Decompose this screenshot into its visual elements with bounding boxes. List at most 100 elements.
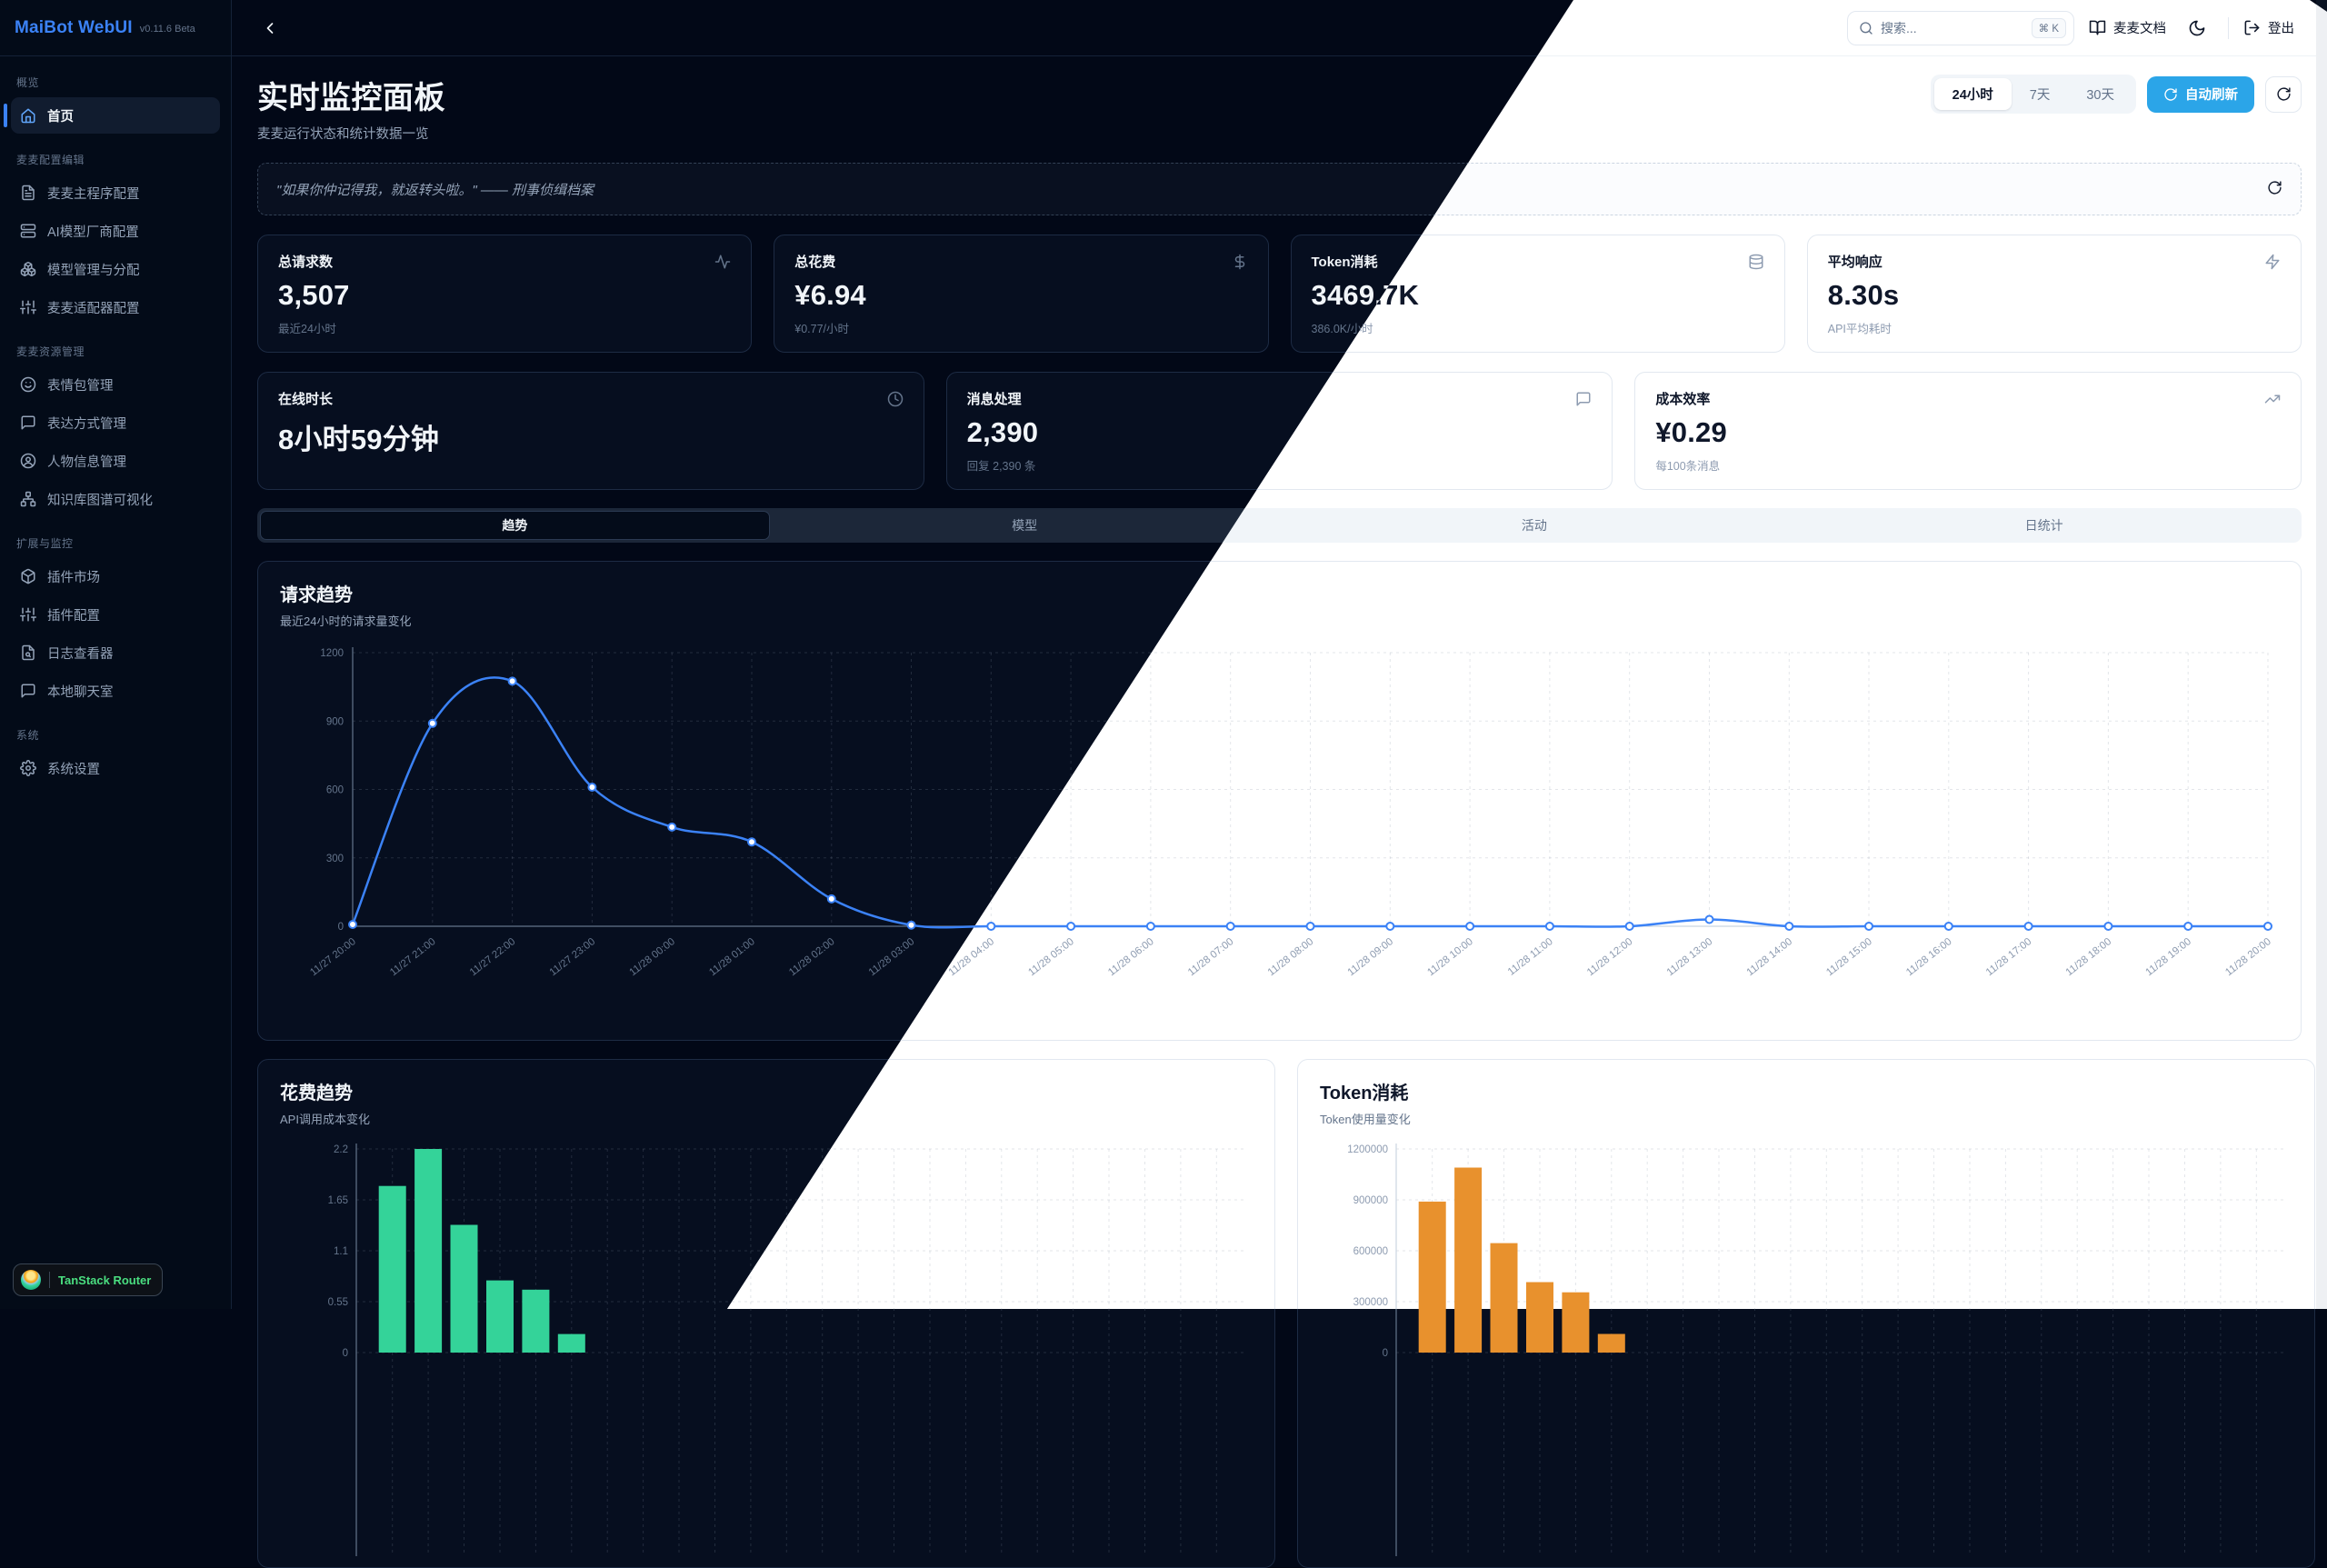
- stat-label: 总请求数: [278, 252, 333, 271]
- scrollbar[interactable]: [2316, 0, 2327, 1309]
- search-shortcut: ⌘ K: [2032, 18, 2066, 38]
- sidebar-item-adapter-config[interactable]: 麦麦适配器配置: [11, 289, 220, 325]
- svg-text:0.55: 0.55: [328, 1297, 348, 1308]
- stat-label: Token消耗: [1312, 252, 1378, 271]
- nav-section-label: 麦麦配置编辑: [11, 146, 220, 175]
- message-square-icon: [1575, 391, 1592, 407]
- tab-models[interactable]: 模型: [770, 511, 1280, 540]
- stat-value: ¥0.29: [1655, 416, 2281, 449]
- clock-icon: [887, 391, 904, 407]
- logout-label: 登出: [2268, 18, 2294, 37]
- chevron-left-icon: [261, 19, 279, 37]
- app-brand: MaiBot WebUI: [15, 18, 133, 38]
- server-icon: [20, 223, 36, 239]
- nav-section-label: 扩展与监控: [11, 530, 220, 558]
- sidebar-item-label: 表情包管理: [47, 375, 114, 394]
- sidebar-item-home[interactable]: 首页: [11, 97, 220, 134]
- time-range-30d[interactable]: 30天: [2068, 78, 2132, 110]
- logout-button[interactable]: 登出: [2243, 18, 2294, 37]
- header-divider: [2228, 17, 2229, 39]
- stat-value: 8.30s: [1828, 279, 2281, 312]
- quote-refresh-button[interactable]: [2267, 180, 2282, 198]
- svg-text:11/28 06:00: 11/28 06:00: [1106, 936, 1156, 978]
- stat-sub: API平均耗时: [1828, 319, 2281, 336]
- search-icon: [1859, 21, 1873, 35]
- svg-text:11/28 07:00: 11/28 07:00: [1186, 936, 1236, 978]
- svg-text:11/28 14:00: 11/28 14:00: [1745, 936, 1795, 978]
- sidebar-item-label: 麦麦主程序配置: [47, 184, 140, 203]
- sidebar-item-local-chat[interactable]: 本地聊天室: [11, 673, 220, 709]
- nav-section: 麦麦配置编辑麦麦主程序配置 AI模型厂商配置模型管理与分配麦麦适配器配置: [11, 146, 220, 325]
- database-icon: [1748, 254, 1764, 270]
- moon-icon: [2188, 19, 2206, 37]
- file-search-icon: [20, 644, 36, 661]
- sidebar-item-persona-management[interactable]: 人物信息管理: [11, 443, 220, 479]
- nav-section: 扩展与监控插件市场插件配置日志查看器本地聊天室: [11, 530, 220, 709]
- sidebar-item-plugin-config[interactable]: 插件配置: [11, 596, 220, 633]
- log-out-icon: [2243, 19, 2261, 36]
- chart-subtitle: Token使用量变化: [1320, 1110, 2292, 1127]
- stat-sub: 386.0K/小时: [1312, 319, 1764, 336]
- sidebar-item-ai-provider-config[interactable]: AI模型厂商配置: [11, 213, 220, 249]
- sidebar-item-expression-management[interactable]: 表达方式管理: [11, 404, 220, 441]
- sidebar-item-emoji-management[interactable]: 表情包管理: [11, 366, 220, 403]
- boxes-icon: [20, 261, 36, 277]
- docs-button[interactable]: 麦麦文档: [2089, 18, 2166, 37]
- user-round-icon: [20, 453, 36, 469]
- tanstack-logo-icon: [21, 1270, 41, 1290]
- tanstack-router-badge[interactable]: TanStack Router: [13, 1263, 163, 1296]
- sliders-icon: [20, 606, 36, 623]
- svg-text:11/28 17:00: 11/28 17:00: [1984, 936, 2034, 978]
- sidebar-item-label: AI模型厂商配置: [47, 222, 139, 241]
- nav-section-label: 概览: [11, 69, 220, 97]
- svg-text:300: 300: [326, 854, 344, 864]
- file-text-icon: [20, 185, 36, 201]
- svg-text:900000: 900000: [1353, 1195, 1388, 1206]
- search-input[interactable]: [1881, 21, 2024, 35]
- sidebar-item-log-viewer[interactable]: 日志查看器: [11, 634, 220, 671]
- sidebar-item-label: 麦麦适配器配置: [47, 298, 140, 317]
- svg-text:11/28 01:00: 11/28 01:00: [707, 936, 757, 978]
- stat-sub: 最近24小时: [278, 319, 731, 336]
- app-version: v0.11.6 Beta: [140, 24, 195, 35]
- auto-refresh-label: 自动刷新: [2185, 85, 2238, 104]
- tab-trend[interactable]: 趋势: [260, 511, 770, 540]
- home-icon: [20, 107, 36, 124]
- svg-text:11/28 09:00: 11/28 09:00: [1346, 936, 1396, 978]
- time-range-7d[interactable]: 7天: [2012, 78, 2069, 110]
- stat-label: 平均响应: [1828, 252, 1883, 271]
- sidebar-item-main-config[interactable]: 麦麦主程序配置: [11, 175, 220, 211]
- sidebar-item-plugin-market[interactable]: 插件市场: [11, 558, 220, 594]
- refresh-icon: [2276, 86, 2292, 102]
- nav-section-label: 麦麦资源管理: [11, 338, 220, 366]
- time-range-24h[interactable]: 24小时: [1934, 78, 2012, 110]
- sidebar-collapse-button[interactable]: [254, 12, 286, 45]
- sidebar-item-label: 系统设置: [47, 759, 100, 778]
- stat-card-total-cost: 总花费¥6.94¥0.77/小时: [774, 235, 1268, 353]
- sidebar-item-system-settings[interactable]: 系统设置: [11, 750, 220, 786]
- svg-text:2.2: 2.2: [334, 1144, 348, 1155]
- svg-text:11/28 08:00: 11/28 08:00: [1266, 936, 1316, 978]
- svg-text:0: 0: [1383, 1348, 1388, 1359]
- stat-label: 在线时长: [278, 389, 333, 408]
- stat-sub: ¥0.77/小时: [794, 319, 1247, 336]
- badge-divider: [49, 1272, 50, 1288]
- sidebar-item-knowledge-graph[interactable]: 知识库图谱可视化: [11, 481, 220, 517]
- svg-text:11/28 13:00: 11/28 13:00: [1665, 936, 1715, 978]
- refresh-button[interactable]: [2265, 76, 2302, 113]
- sidebar-item-label: 本地聊天室: [47, 682, 114, 701]
- svg-text:11/28 20:00: 11/28 20:00: [2223, 936, 2273, 978]
- tab-daily-stats[interactable]: 日统计: [1789, 511, 2299, 540]
- auto-refresh-button[interactable]: 自动刷新: [2147, 76, 2254, 113]
- page-title: 实时监控面板: [257, 73, 445, 117]
- nav-section-label: 系统: [11, 722, 220, 750]
- tab-activity[interactable]: 活动: [1280, 511, 1790, 540]
- brand-row: MaiBot WebUI v0.11.6 Beta: [0, 0, 231, 56]
- search-box[interactable]: ⌘ K: [1847, 11, 2074, 45]
- sidebar-item-model-management[interactable]: 模型管理与分配: [11, 251, 220, 287]
- theme-toggle-button[interactable]: [2181, 12, 2213, 45]
- stat-label: 成本效率: [1655, 389, 1710, 408]
